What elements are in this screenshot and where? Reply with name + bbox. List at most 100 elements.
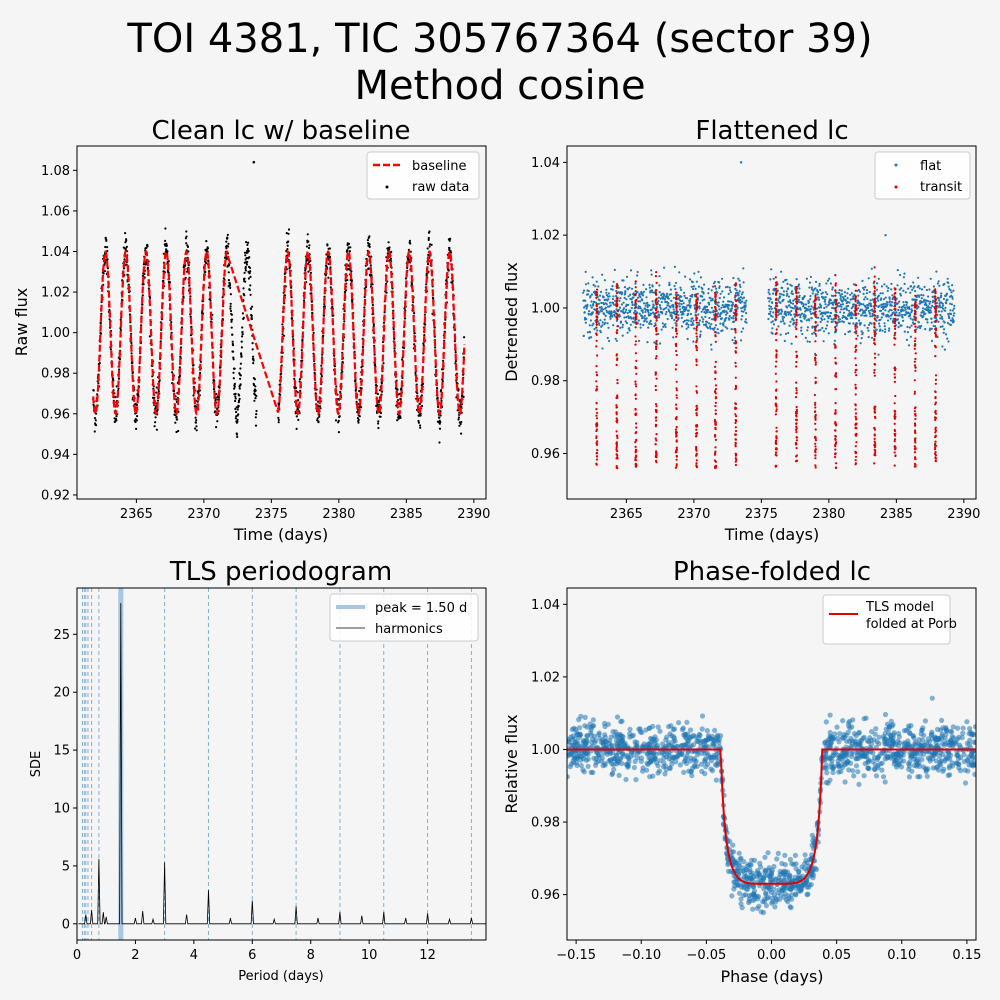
transit-data-point xyxy=(595,315,598,318)
y-tick-label: 1.00 xyxy=(41,326,70,341)
flat-data-point xyxy=(779,333,782,336)
y-tick-label: 1.02 xyxy=(41,286,70,301)
flat-data-point xyxy=(939,325,942,328)
raw-data-point xyxy=(232,358,235,361)
transit-data-point xyxy=(654,459,658,462)
raw-data-point xyxy=(184,237,187,240)
transit-data-point xyxy=(795,459,799,462)
raw-data-point xyxy=(94,424,98,427)
transit-data-point xyxy=(675,463,678,466)
raw-data-point xyxy=(156,399,160,402)
flat-data-point xyxy=(793,307,796,310)
flat-data-point xyxy=(590,300,593,303)
raw-data-point xyxy=(239,367,242,370)
flat-data-point xyxy=(919,326,922,330)
transit-data-point xyxy=(854,383,857,386)
raw-data-point xyxy=(250,317,253,321)
flat-data-point xyxy=(586,305,589,308)
flat-data-point xyxy=(599,331,602,334)
flat-data-point xyxy=(624,320,627,323)
raw-data-point xyxy=(277,416,280,419)
transit-data-point xyxy=(834,373,837,376)
raw-data-point xyxy=(252,355,255,358)
flat-data-point xyxy=(920,325,923,328)
flat-data-point xyxy=(594,301,598,304)
flat-data-point xyxy=(717,332,720,335)
flat-data-point xyxy=(883,305,886,308)
flat-data-point xyxy=(937,297,941,300)
flat-data-point xyxy=(921,307,925,310)
flat-data-point xyxy=(645,288,648,291)
raw-data-point xyxy=(194,405,197,408)
flat-data-point xyxy=(847,287,850,290)
flat-data-point xyxy=(731,303,735,306)
flat-data-point xyxy=(597,302,601,305)
flat-data-point xyxy=(605,288,608,291)
flat-data-point xyxy=(692,323,695,326)
transit-data-point xyxy=(616,378,619,382)
flat-data-point xyxy=(932,299,935,302)
raw-data-point xyxy=(229,305,232,308)
flat-data-point xyxy=(620,310,623,313)
flat-data-point xyxy=(769,305,773,308)
flat-data-point xyxy=(701,299,704,302)
flat-data-point xyxy=(929,277,932,280)
transit-data-point xyxy=(735,415,738,418)
transit-data-point xyxy=(834,328,837,331)
flat-data-point xyxy=(832,317,836,321)
flat-data-point xyxy=(806,329,809,332)
flat-data-point xyxy=(598,299,601,302)
transit-data-point xyxy=(714,365,717,368)
flat-data-point xyxy=(941,302,944,305)
transit-data-point xyxy=(695,349,699,352)
flat-data-point xyxy=(844,333,847,336)
transit-data-point xyxy=(714,377,717,380)
raw-data-point xyxy=(318,405,322,408)
flat-data-point xyxy=(949,323,953,326)
transit-data-point xyxy=(695,302,699,305)
raw-data-point xyxy=(194,416,197,419)
transit-data-point xyxy=(795,391,798,395)
flat-data-point xyxy=(949,309,952,312)
transit-data-point xyxy=(734,384,738,387)
raw-data-point xyxy=(235,410,238,414)
flat-data-point xyxy=(785,278,788,281)
flat-data-point xyxy=(898,300,901,303)
transit-data-point xyxy=(654,291,657,294)
raw-data-point xyxy=(462,395,465,398)
transit-data-point xyxy=(713,420,717,423)
transit-data-point xyxy=(615,363,618,366)
flat-data-point xyxy=(647,309,650,312)
transit-data-point xyxy=(635,367,638,370)
flat-data-point xyxy=(788,324,791,327)
transit-data-point xyxy=(655,439,658,442)
raw-data-point xyxy=(219,366,222,369)
raw-data-point xyxy=(241,326,244,329)
flat-data-point xyxy=(811,332,814,335)
flat-data-point xyxy=(865,289,869,292)
transit-data-point xyxy=(854,307,857,310)
transit-data-point xyxy=(795,410,798,413)
flat-data-point xyxy=(701,287,704,290)
raw-data-point xyxy=(377,422,380,425)
flat-data-point xyxy=(798,287,801,290)
flat-data-point xyxy=(639,323,642,326)
transit-data-point xyxy=(595,291,599,294)
flat-data-point xyxy=(809,294,812,298)
transit-data-point xyxy=(713,459,717,462)
raw-data-point xyxy=(196,400,199,403)
transit-data-point xyxy=(814,363,817,366)
flat-data-point xyxy=(840,305,843,308)
flat-data-point xyxy=(884,309,887,312)
raw-data-point xyxy=(241,312,244,315)
transit-data-point xyxy=(655,326,658,330)
flat-data-point xyxy=(699,333,702,336)
flat-data-point xyxy=(899,294,903,297)
transit-data-point xyxy=(873,317,876,320)
flat-data-point xyxy=(604,314,607,317)
flat-data-point xyxy=(663,307,666,310)
flat-data-point xyxy=(768,304,771,307)
flat-data-point xyxy=(876,315,879,318)
raw-data-point xyxy=(241,331,244,334)
flat-data-point xyxy=(740,307,743,310)
